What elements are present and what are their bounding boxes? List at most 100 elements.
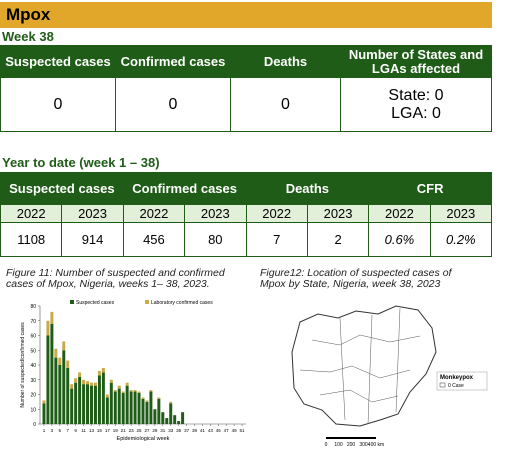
bar: [50, 311, 54, 324]
bar: [101, 367, 105, 373]
column-header: Confirmed cases: [122, 172, 247, 205]
x-tick-label: 45: [216, 428, 222, 433]
bar: [121, 393, 125, 424]
legend-label: Laboratory confirmed cases: [151, 300, 213, 306]
bar: [149, 391, 153, 424]
cell: 2022: [122, 204, 186, 223]
cell: 456: [122, 222, 186, 257]
column-header: CFR: [368, 172, 492, 205]
bar: [78, 372, 82, 377]
bar: [46, 320, 50, 336]
y-tick-label: 10: [30, 407, 36, 413]
x-tick-label: 41: [200, 428, 206, 433]
bar: [149, 390, 153, 392]
bar: [137, 391, 141, 394]
scale-label: 0: [325, 442, 328, 448]
bar: [74, 378, 78, 383]
cell: 2022: [245, 204, 308, 223]
cell: 1108: [0, 222, 63, 257]
bar: [62, 341, 66, 351]
map-outline: [291, 305, 437, 427]
x-tick-label: 29: [152, 428, 158, 433]
bar: [70, 384, 74, 389]
bar: [133, 390, 137, 392]
cell: 7: [245, 222, 308, 257]
bar: [141, 397, 145, 399]
cell: 80: [184, 222, 247, 257]
bar: [90, 385, 93, 424]
week-table: Suspected cases Confirmed cases Deaths N…: [0, 45, 492, 132]
bar: [101, 372, 105, 424]
y-tick-label: 80: [30, 304, 36, 310]
x-tick-label: 15: [97, 428, 103, 433]
x-tick-label: 33: [168, 428, 174, 433]
bar: [54, 348, 58, 358]
bar: [46, 335, 50, 424]
bar: [125, 385, 129, 424]
x-tick-label: 11: [81, 428, 86, 433]
x-tick-label: 31: [160, 428, 166, 433]
bar: [66, 367, 70, 424]
y-axis-title: Number of suspected/confirmed cases: [20, 322, 26, 408]
y-tick-label: 20: [30, 393, 36, 399]
x-tick-label: 13: [89, 428, 95, 433]
column-header: Number of States and LGAs affected: [340, 45, 492, 78]
bar: [93, 385, 97, 424]
legend-label: Suspected cases: [76, 300, 115, 306]
bar: [121, 391, 125, 394]
bar: [181, 412, 185, 424]
legend-title: Monkeypox: [440, 375, 474, 381]
x-tick-label: 17: [105, 428, 111, 433]
bar: [82, 384, 86, 424]
x-tick-label: 35: [176, 428, 182, 433]
cell: 2023: [61, 204, 124, 223]
column-header: Deaths: [245, 172, 370, 205]
x-tick-label: 21: [121, 428, 127, 433]
cell: 2022: [368, 204, 431, 223]
x-tick-label: 43: [208, 428, 214, 433]
bar: [129, 390, 133, 392]
x-tick-label: 37: [184, 428, 190, 433]
cell: 2023: [184, 204, 247, 223]
scale-label: 400 km: [368, 442, 384, 448]
x-tick-label: 7: [66, 428, 69, 433]
cell: 914: [61, 222, 124, 257]
scale-label: 200: [347, 442, 356, 448]
bar: [117, 388, 121, 424]
bar: [169, 403, 173, 424]
bar: [58, 365, 62, 424]
x-tick-label: 25: [137, 428, 143, 433]
bar: [173, 415, 177, 424]
bar: [165, 418, 169, 424]
cell: 0.2%: [429, 222, 493, 257]
column-header: Suspected cases: [0, 45, 116, 78]
bar: [86, 384, 90, 424]
bar: [74, 382, 78, 424]
bar: [42, 400, 46, 404]
bar: [137, 393, 141, 424]
bar: [54, 357, 58, 424]
bar: [86, 381, 90, 385]
week-title: Week 38: [2, 29, 54, 44]
figure-caption: Figure12: Location of suspected cases of…: [260, 267, 452, 290]
bar: [93, 382, 97, 386]
cell: 2023: [429, 204, 493, 223]
figure-caption: Figure 11: Number of suspected and confi…: [6, 267, 225, 290]
bar: [90, 382, 93, 386]
cell: 2: [306, 222, 370, 257]
x-tick-label: 27: [144, 428, 150, 433]
bar: [105, 394, 109, 398]
x-tick-label: 49: [232, 428, 238, 433]
cell: 0.6%: [368, 222, 431, 257]
cell: 0: [0, 77, 116, 132]
x-tick-label: 1: [43, 428, 46, 433]
bar: [145, 400, 149, 402]
y-tick-label: 50: [30, 348, 36, 354]
x-tick-label: 3: [51, 428, 54, 433]
legend-swatch: [145, 300, 149, 304]
x-tick-label: 19: [113, 428, 119, 433]
x-axis-title: Epidemiological week: [117, 436, 170, 442]
legend-label: 0 Case: [448, 383, 464, 389]
bar: [82, 379, 86, 385]
bar: [62, 350, 66, 424]
